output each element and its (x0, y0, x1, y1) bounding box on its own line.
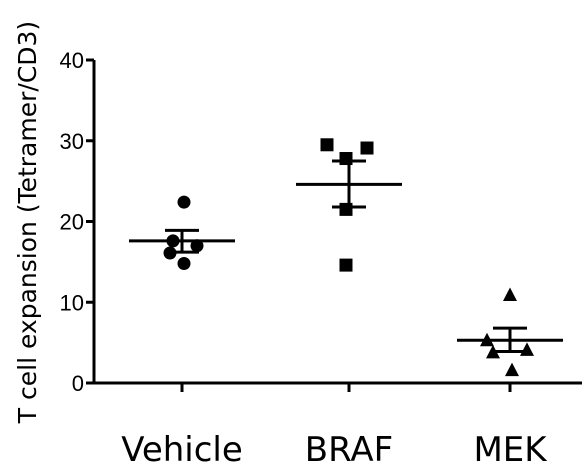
data-point (320, 138, 334, 152)
y-tick-label: 0 (72, 371, 84, 396)
data-point (166, 234, 180, 248)
data-point (486, 344, 500, 359)
data-point (480, 332, 494, 347)
data-point (163, 246, 177, 260)
y-tick-label: 10 (60, 290, 84, 315)
x-axis: Vehicle BRAF MEK (94, 381, 582, 470)
series-mek (457, 287, 563, 377)
series-braf (296, 138, 402, 272)
plot-marks (129, 138, 563, 377)
data-point (520, 342, 534, 356)
series-vehicle (129, 195, 235, 270)
x-category-label: Vehicle (121, 430, 243, 470)
data-point (177, 256, 191, 270)
data-point (505, 362, 519, 377)
data-point (339, 152, 353, 166)
data-point (339, 202, 353, 216)
x-category-label: MEK (473, 430, 548, 470)
data-point (339, 258, 353, 272)
data-point (190, 239, 204, 253)
y-tick-label: 20 (60, 210, 84, 235)
y-axis-title: T cell expansion (Tetramer/CD3) (13, 21, 42, 424)
y-axis: 0 10 20 30 40 (60, 48, 96, 396)
y-tick-label: 40 (60, 48, 84, 73)
y-tick-label: 30 (60, 129, 84, 154)
data-point (360, 141, 374, 155)
x-category-label: BRAF (305, 430, 393, 470)
data-point (503, 287, 517, 301)
data-point (177, 195, 191, 209)
